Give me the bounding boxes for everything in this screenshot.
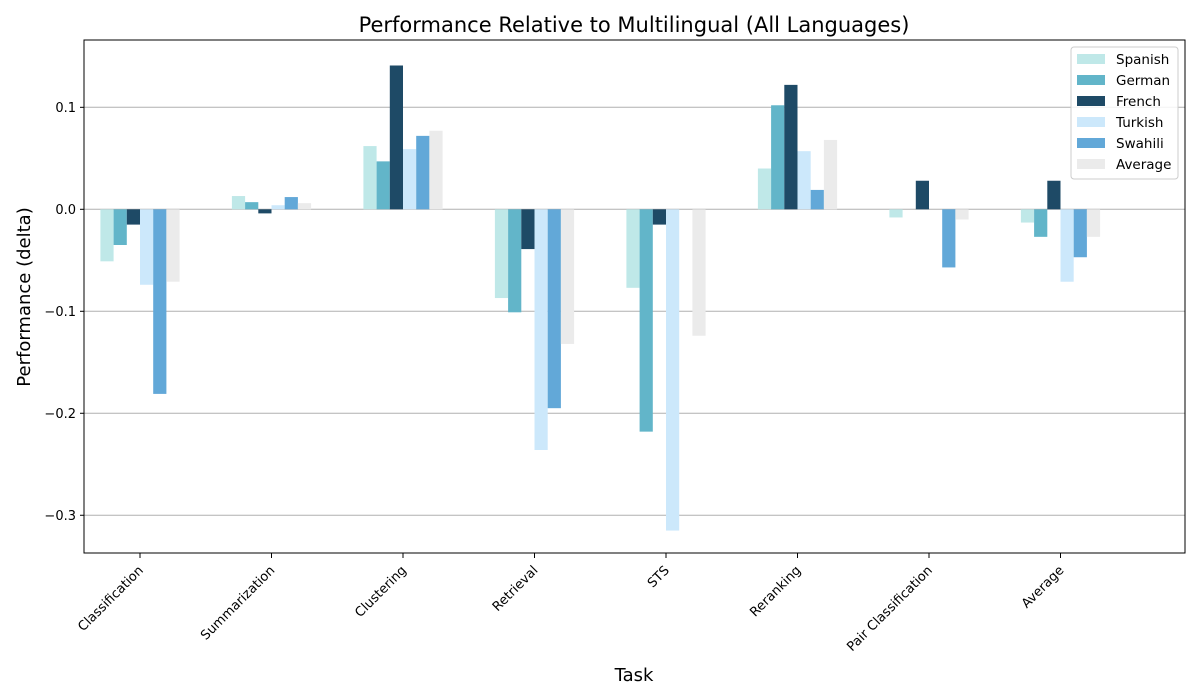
bar-german-sts [639, 209, 653, 432]
y-axis-ticks: 0.1 0.0 −0.1 −0.2 −0.3 [44, 101, 84, 524]
bar-average-reranking [823, 139, 838, 210]
bar-spanish-classification [100, 209, 114, 262]
bar-turkish-retrieval [534, 209, 548, 450]
bar-swahili-clustering [416, 135, 430, 210]
bar-french-average [1047, 180, 1061, 210]
bar-average-retrieval [560, 209, 575, 344]
gridlines [84, 106, 1185, 516]
legend-swatch [1077, 96, 1105, 106]
bar-french-pair-classification [915, 180, 929, 210]
x-tick-label: Pair Classification [844, 563, 935, 654]
bar-german-retrieval [508, 209, 522, 313]
plot-frame [83, 39, 1186, 554]
chart-title: Performance Relative to Multilingual (Al… [359, 13, 910, 37]
y-tick-label: 0.1 [55, 101, 76, 116]
bar-spanish-average [1020, 209, 1035, 223]
bar-swahili-pair-classification [942, 209, 956, 268]
bar-french-retrieval [521, 209, 535, 250]
x-tick-label: Summarization [198, 563, 278, 643]
bar-turkish-sts [666, 209, 680, 531]
legend-label: Swahili [1116, 136, 1164, 152]
bar-turkish-clustering [403, 149, 417, 210]
bar-spanish-sts [626, 209, 640, 288]
bar-average-classification [166, 209, 180, 282]
bar-average-average [1086, 209, 1101, 237]
bar-turkish-classification [140, 209, 154, 285]
bar-turkish-summarization [271, 205, 285, 210]
x-tick-label: Classification [75, 563, 146, 634]
bar-german-average [1034, 209, 1048, 237]
bar-spanish-reranking [757, 168, 772, 210]
bar-german-classification [113, 209, 127, 245]
bar-average-clustering [429, 130, 443, 210]
bar-turkish-average [1060, 209, 1074, 282]
legend-swatch [1077, 117, 1105, 127]
bar-average-sts [692, 209, 706, 336]
y-tick-label: 0.0 [55, 203, 76, 218]
legend-swatch [1077, 54, 1105, 64]
bar-german-summarization [245, 202, 259, 210]
bar-average-summarization [297, 203, 312, 210]
x-axis-ticks: Classification Summarization Clustering Ret… [75, 553, 1067, 655]
bar-swahili-reranking [810, 189, 824, 210]
x-tick-label: STS [645, 563, 673, 591]
legend-label: Spanish [1116, 52, 1169, 68]
bar-swahili-retrieval [547, 209, 561, 409]
bar-spanish-summarization [231, 196, 246, 210]
legend-label: German [1116, 73, 1170, 89]
bar-spanish-retrieval [494, 209, 509, 299]
y-tick-label: −0.2 [44, 407, 76, 422]
y-axis-label: Performance (delta) [14, 207, 35, 386]
bar-french-summarization [258, 209, 272, 214]
legend-swatch [1077, 75, 1105, 85]
legend-swatch [1077, 138, 1105, 148]
x-tick-label: Clustering [352, 563, 409, 620]
bar-german-clustering [376, 161, 390, 210]
x-axis-label: Task [614, 665, 654, 686]
bar-french-sts [652, 209, 666, 225]
legend-label: Average [1116, 157, 1171, 173]
y-tick-label: −0.3 [44, 509, 76, 524]
bar-french-clustering [389, 65, 403, 210]
y-tick-label: −0.1 [44, 305, 76, 320]
bar-average-pair-classification [955, 209, 969, 220]
bar-swahili-summarization [284, 197, 298, 210]
x-tick-label: Reranking [747, 563, 804, 620]
bar-french-classification [126, 209, 140, 225]
legend: Spanish German French Turkish Swahili Average [1070, 46, 1179, 180]
legend-label: French [1116, 94, 1161, 110]
bar-turkish-reranking [797, 151, 811, 210]
bar-spanish-pair-classification [889, 209, 903, 218]
x-tick-label: Average [1019, 563, 1067, 611]
bar-swahili-classification [153, 209, 167, 394]
bar-spanish-clustering [363, 146, 377, 210]
bar-french-reranking [784, 84, 798, 210]
legend-label: Turkish [1115, 115, 1163, 131]
x-tick-label: Retrieval [490, 563, 541, 614]
bar-swahili-average [1073, 209, 1087, 258]
bar-german-reranking [771, 105, 785, 210]
bars [100, 65, 1101, 531]
legend-swatch [1077, 159, 1105, 169]
